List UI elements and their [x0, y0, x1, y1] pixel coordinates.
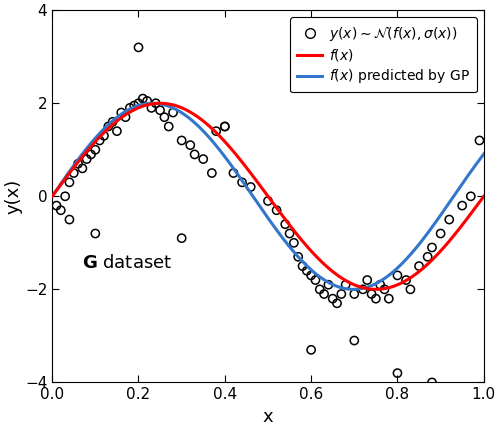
Point	[82, 156, 90, 163]
Point	[74, 160, 82, 167]
Point	[52, 202, 60, 209]
Legend: $y(x) \sim \mathcal{N}(f(x), \sigma(x))$, $f(x)$, $f(x)$ predicted by GP: $y(x) \sim \mathcal{N}(f(x), \sigma(x))$…	[290, 17, 477, 92]
Point	[350, 291, 358, 298]
Point	[428, 379, 436, 386]
Text: $\bf{G}$ dataset: $\bf{G}$ dataset	[82, 255, 172, 273]
Point	[406, 286, 414, 293]
Point	[178, 137, 186, 144]
Point	[57, 207, 65, 214]
Point	[139, 95, 147, 102]
Point	[246, 184, 254, 190]
Point	[338, 291, 345, 298]
Point	[264, 197, 272, 204]
Point	[445, 216, 453, 223]
Point	[178, 235, 186, 242]
Point	[324, 281, 332, 288]
Point	[303, 267, 311, 274]
Point	[307, 347, 315, 353]
Point	[342, 281, 349, 288]
Point	[221, 123, 229, 130]
Point	[376, 281, 384, 288]
Point	[70, 169, 78, 176]
Point	[78, 165, 86, 172]
Point	[298, 263, 306, 270]
Point	[320, 291, 328, 298]
Point	[359, 286, 367, 293]
Point	[281, 221, 289, 227]
Point	[380, 286, 388, 293]
Point	[368, 291, 376, 298]
Point	[126, 104, 134, 111]
Point	[363, 276, 371, 283]
Point	[424, 253, 432, 260]
X-axis label: x: x	[262, 408, 274, 426]
Point	[385, 295, 393, 302]
Point	[134, 44, 142, 51]
Point	[286, 230, 294, 237]
Point	[436, 230, 444, 237]
Point	[169, 109, 177, 116]
Point	[238, 179, 246, 186]
Point	[61, 193, 69, 200]
Point	[458, 202, 466, 209]
Point	[208, 169, 216, 176]
Point	[92, 230, 100, 237]
Point	[122, 114, 130, 121]
Point	[372, 295, 380, 302]
Point	[143, 98, 151, 104]
Point	[130, 102, 138, 109]
Point	[148, 104, 156, 111]
Point	[350, 337, 358, 344]
Point	[415, 263, 423, 270]
Point	[230, 169, 237, 176]
Point	[117, 109, 125, 116]
Point	[134, 100, 142, 107]
Point	[428, 244, 436, 251]
Point	[221, 123, 229, 130]
Point	[66, 179, 74, 186]
Point	[66, 216, 74, 223]
Point	[307, 272, 315, 279]
Point	[467, 193, 475, 200]
Point	[394, 370, 402, 377]
Point	[186, 141, 194, 148]
Point	[476, 137, 484, 144]
Point	[312, 276, 320, 283]
Point	[160, 114, 168, 121]
Point	[108, 118, 116, 125]
Point	[104, 123, 112, 130]
Point	[152, 100, 160, 107]
Point	[96, 137, 104, 144]
Point	[190, 151, 198, 158]
Point	[316, 286, 324, 293]
Point	[333, 300, 341, 307]
Point	[92, 146, 100, 153]
Point	[328, 295, 336, 302]
Point	[199, 156, 207, 163]
Point	[394, 272, 402, 279]
Point	[156, 107, 164, 114]
Point	[100, 132, 108, 139]
Point	[113, 128, 121, 135]
Y-axis label: y(x): y(x)	[4, 179, 22, 214]
Point	[164, 123, 172, 130]
Point	[290, 240, 298, 246]
Point	[402, 276, 410, 283]
Point	[272, 207, 280, 214]
Point	[294, 253, 302, 260]
Point	[87, 151, 95, 158]
Point	[212, 128, 220, 135]
